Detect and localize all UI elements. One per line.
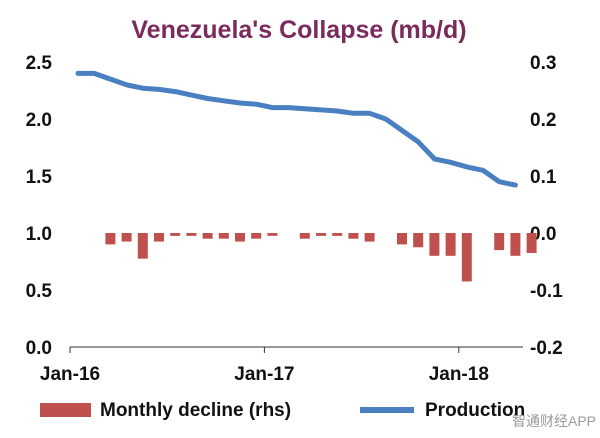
- right-tick-label: 0.1: [530, 167, 557, 188]
- left-tick-label: 0.0: [26, 338, 52, 359]
- bar: [494, 233, 505, 251]
- legend-label-monthly-decline: Monthly decline (rhs): [100, 400, 291, 421]
- legend: Monthly decline (rhs) Production: [40, 400, 525, 421]
- bar: [461, 233, 472, 282]
- bar: [413, 233, 424, 248]
- bar: [526, 233, 537, 253]
- bar: [299, 233, 310, 239]
- right-tick-label: -0.2: [530, 338, 563, 359]
- production-line: [75, 70, 518, 188]
- bar: [235, 233, 245, 242]
- bar: [348, 233, 359, 239]
- legend-label-production: Production: [425, 400, 525, 421]
- bar: [170, 233, 181, 236]
- bar: [316, 233, 326, 236]
- right-tick-label: 0.2: [530, 110, 556, 131]
- bar: [218, 233, 229, 239]
- x-tick-label: Jan-16: [40, 364, 100, 385]
- bar: [332, 233, 343, 236]
- bar: [267, 233, 278, 236]
- right-tick-label: 0.3: [530, 53, 556, 74]
- bar: [364, 233, 375, 242]
- right-tick-label: 0.0: [530, 224, 556, 245]
- bar: [186, 233, 197, 236]
- bar: [154, 233, 164, 242]
- left-tick-label: 0.5: [26, 281, 53, 302]
- bar: [251, 233, 262, 239]
- line-series: [75, 70, 518, 188]
- bar: [445, 233, 456, 256]
- bar: [105, 233, 116, 245]
- bar: [397, 233, 407, 245]
- left-tick-label: 2.0: [26, 110, 52, 131]
- bar: [121, 233, 132, 242]
- left-tick-label: 2.5: [26, 53, 53, 74]
- x-tick-label: Jan-17: [234, 364, 294, 385]
- bar: [510, 233, 521, 256]
- chart-title: Venezuela's Collapse (mb/d): [131, 16, 466, 44]
- axes: 0.0 0.5 1.0 1.5 2.0 2.5 -0.2 -0.1 0.0 0.1 0.2 0.3 Ja…: [26, 53, 564, 385]
- right-tick-label: -0.1: [530, 281, 563, 302]
- left-tick-label: 1.5: [26, 167, 53, 188]
- legend-swatch-monthly-decline: [40, 403, 91, 417]
- bar-series: [105, 233, 537, 282]
- left-tick-label: 1.0: [26, 224, 52, 245]
- bar: [137, 233, 148, 259]
- bar: [429, 233, 440, 256]
- watermark: 智通财经APP: [512, 413, 596, 429]
- x-tick-label: Jan-18: [429, 364, 489, 385]
- bar: [202, 233, 213, 239]
